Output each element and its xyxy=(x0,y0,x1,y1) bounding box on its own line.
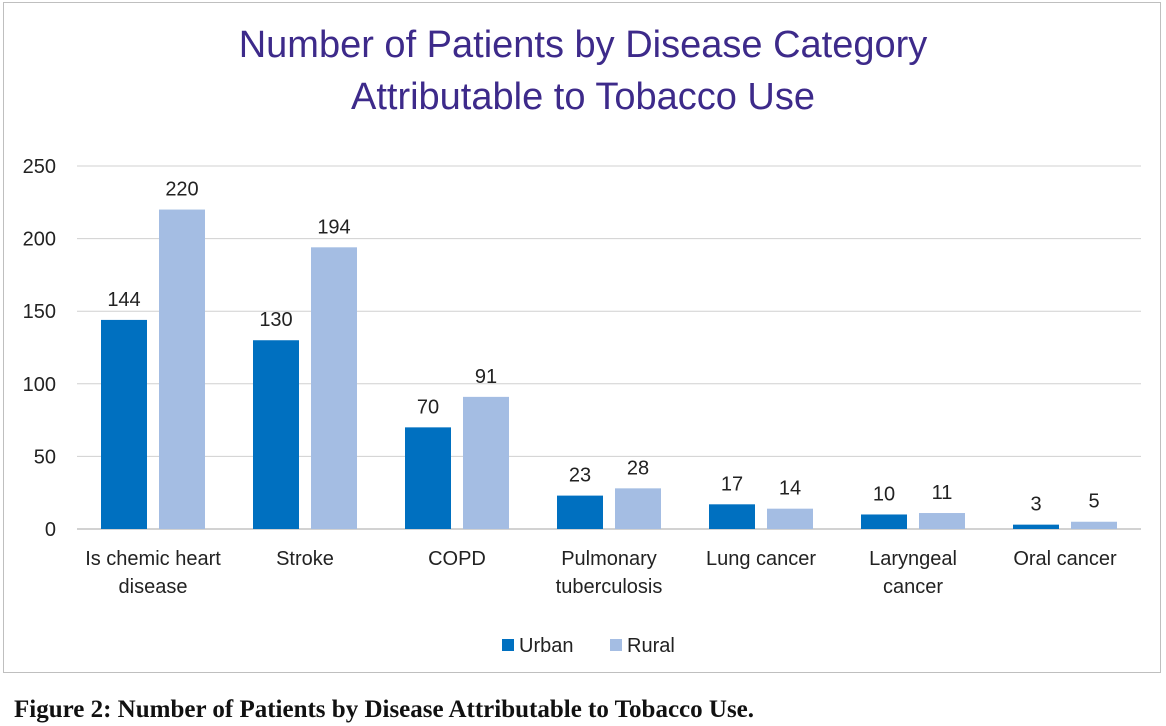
x-tick-label-line: Stroke xyxy=(276,548,334,570)
bar-urban xyxy=(253,340,299,529)
x-tick-label-line: cancer xyxy=(883,576,943,598)
y-tick-label: 50 xyxy=(34,446,56,468)
legend-label-urban: Urban xyxy=(519,635,573,657)
chart-frame: Number of Patients by Disease Category At… xyxy=(3,2,1161,673)
legend-swatch-rural xyxy=(610,639,622,651)
y-tick-label: 200 xyxy=(23,229,56,251)
bar-rural xyxy=(159,209,205,529)
bar-rural xyxy=(463,396,509,529)
x-tick-label-line: Pulmonary xyxy=(561,548,657,570)
data-label: 91 xyxy=(475,366,497,388)
bar-chart: 0 50 100 150 200 250 144 220 Is chemic heart dise… xyxy=(23,156,1141,657)
legend-label-rural: Rural xyxy=(627,635,675,657)
bar-urban xyxy=(101,319,147,529)
chart-title-line-1: Number of Patients by Disease Category xyxy=(238,24,928,66)
x-tick-label: Laryngeal cancer xyxy=(869,548,957,598)
x-tick-label-line: COPD xyxy=(428,548,486,570)
bar-urban xyxy=(861,514,907,529)
bar-rural xyxy=(919,513,965,529)
x-tick-label: Oral cancer xyxy=(1013,548,1117,570)
chart-title: Number of Patients by Disease Category At… xyxy=(4,19,1162,123)
data-label: 11 xyxy=(932,482,953,504)
bar-rural xyxy=(1071,521,1117,529)
legend-swatch-urban xyxy=(502,639,514,651)
data-label: 70 xyxy=(417,396,439,418)
bar-rural xyxy=(767,508,813,529)
bar-urban xyxy=(405,427,451,529)
data-label: 23 xyxy=(569,465,591,487)
y-tick-label: 250 xyxy=(23,156,56,178)
data-label: 28 xyxy=(627,457,649,479)
x-tick-label: Stroke xyxy=(276,548,334,570)
data-label: 14 xyxy=(779,478,801,500)
x-tick-label: Is chemic heart disease xyxy=(85,548,221,598)
bar-urban xyxy=(1013,524,1059,529)
data-label: 17 xyxy=(721,473,743,495)
bar-urban xyxy=(557,495,603,529)
data-label: 5 xyxy=(1088,491,1099,513)
y-tick-label: 150 xyxy=(23,301,56,323)
x-tick-label: Lung cancer xyxy=(706,548,816,570)
x-tick-label-line: tuberculosis xyxy=(556,576,663,598)
data-label: 220 xyxy=(165,179,198,201)
bar-urban xyxy=(709,504,755,529)
figure-caption: Figure 2: Number of Patients by Disease … xyxy=(14,696,755,723)
x-tick-label-line: Laryngeal xyxy=(869,548,957,570)
bar-rural xyxy=(615,488,661,529)
data-label: 10 xyxy=(873,483,895,505)
x-tick-label: COPD xyxy=(428,548,486,570)
y-tick-label: 0 xyxy=(45,519,56,541)
y-tick-label: 100 xyxy=(23,374,56,396)
x-tick-label-line: Oral cancer xyxy=(1013,548,1117,570)
data-label: 130 xyxy=(259,309,292,331)
bar-rural xyxy=(311,247,357,529)
x-tick-label-line: Lung cancer xyxy=(706,548,816,570)
data-label: 144 xyxy=(107,289,140,311)
x-tick-label-line: disease xyxy=(119,576,188,598)
data-label: 3 xyxy=(1030,494,1041,516)
chart-title-line-2: Attributable to Tobacco Use xyxy=(350,76,815,118)
x-tick-label: Pulmonary tuberculosis xyxy=(556,548,663,598)
data-label: 194 xyxy=(317,216,350,238)
x-tick-label-line: Is chemic heart xyxy=(85,548,221,570)
